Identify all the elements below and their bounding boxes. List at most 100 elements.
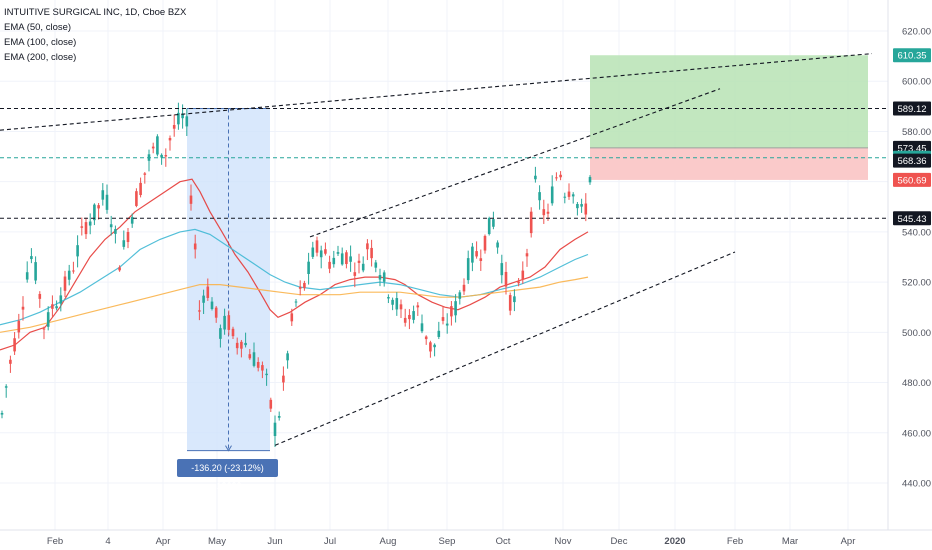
candle-body: [265, 373, 268, 376]
candle-body: [546, 211, 550, 214]
candle-body: [282, 375, 285, 383]
candle-body: [202, 295, 205, 303]
candle-body: [198, 310, 201, 312]
candle-body: [168, 137, 172, 141]
candle-body: [403, 317, 407, 323]
time-axis[interactable]: Feb 4 Apr May Jun Jul Aug Sep Oct Nov Dec 2020 Feb Ma…: [47, 536, 856, 547]
candle-body: [244, 342, 247, 346]
candle-body: [185, 116, 189, 127]
trend-line: [309, 88, 721, 238]
candle-body: [479, 258, 483, 261]
candle-body: [126, 232, 130, 243]
drawing-zones[interactable]: [187, 55, 868, 452]
candle-body: [294, 301, 298, 303]
candle-body: [34, 262, 37, 281]
candle-body: [93, 204, 96, 221]
ema200-legend[interactable]: EMA (200, close): [4, 52, 77, 63]
candle-body: [273, 422, 277, 437]
candle-body: [105, 194, 109, 210]
candle-body: [269, 399, 273, 409]
x-tick-label: Jun: [267, 536, 282, 547]
candle-body: [21, 306, 25, 310]
ema100-legend[interactable]: EMA (100, close): [4, 37, 77, 48]
candle-body: [0, 412, 4, 415]
candle-body: [135, 191, 138, 206]
candle-body: [496, 242, 499, 248]
candle-body: [466, 258, 470, 281]
price-tag: [893, 172, 931, 187]
candlesticks: [0, 102, 592, 447]
candle-body: [114, 229, 117, 234]
candle-body: [542, 209, 546, 216]
x-tick-label: Jul: [324, 536, 336, 547]
chart-legend: INTUITIVE SURGICAL INC, 1D, Cboe BZX EMA…: [4, 5, 186, 65]
candle-body: [525, 253, 529, 257]
candle-body: [172, 125, 176, 129]
candle-body: [567, 191, 571, 197]
measure-arrow: [225, 445, 232, 452]
candle-body: [437, 330, 441, 337]
candle-body: [387, 297, 390, 299]
candle-body: [391, 299, 394, 305]
candle-body: [252, 352, 256, 366]
ema-line-1: [0, 228, 589, 326]
candle-body: [382, 272, 386, 282]
candle-body: [378, 275, 382, 280]
candle-body: [38, 293, 42, 299]
x-tick-label: May: [208, 536, 226, 547]
candle-body: [240, 341, 243, 349]
candle-body: [576, 204, 579, 209]
x-tick-label: 4: [105, 536, 110, 547]
candle-body: [395, 298, 399, 310]
candle-body: [307, 261, 310, 274]
y-tick-label: 580.00: [902, 127, 931, 138]
candle-body: [55, 306, 58, 309]
y-tick-label: 500.00: [902, 328, 931, 339]
candle-body: [340, 253, 344, 265]
price-axis[interactable]: 440.00460.00480.00500.00520.00540.00560.…: [902, 27, 931, 490]
x-tick-label: 2020: [664, 536, 685, 547]
candle-body: [504, 271, 508, 287]
candle-body: [492, 219, 495, 227]
trend-lines[interactable]: [0, 53, 873, 446]
candle-body: [563, 196, 567, 198]
x-tick-label: Feb: [47, 536, 63, 547]
candle-body: [412, 311, 415, 320]
candle-body: [181, 113, 184, 119]
candle-body: [118, 267, 121, 271]
x-tick-label: Oct: [496, 536, 511, 547]
price-tag-label: 568.36: [897, 156, 926, 167]
candle-body: [231, 328, 235, 337]
candle-body: [315, 240, 319, 253]
candle-body: [370, 247, 373, 259]
candle-body: [454, 301, 457, 316]
candle-body: [471, 246, 474, 263]
price-tag: [893, 153, 931, 168]
candle-body: [559, 174, 562, 178]
candle-body: [156, 136, 159, 155]
candle-body: [475, 251, 478, 257]
candle-body: [193, 243, 197, 250]
candle-body: [517, 281, 520, 284]
candle-body: [349, 256, 352, 262]
y-tick-label: 480.00: [902, 378, 931, 389]
symbol-title[interactable]: INTUITIVE SURGICAL INC, 1D, Cboe BZX: [4, 7, 187, 18]
candle-body: [324, 249, 327, 254]
ema-line-0: [0, 178, 589, 351]
ema50-legend[interactable]: EMA (50, close): [4, 22, 72, 33]
candle-body: [189, 195, 193, 204]
candle-body: [256, 361, 260, 368]
candle-body: [534, 175, 537, 180]
candle-body: [416, 305, 420, 308]
candle-body: [290, 313, 294, 322]
candle-body: [59, 295, 63, 304]
candle-body: [420, 323, 424, 332]
x-tick-label: Feb: [727, 536, 743, 547]
price-tag-label: 573.45: [897, 143, 926, 154]
candle-body: [286, 353, 289, 361]
candle-body: [462, 284, 466, 292]
ema-line-2: [0, 276, 589, 333]
candle-body: [42, 328, 46, 330]
horizontal-dashed-lines[interactable]: [0, 108, 888, 219]
